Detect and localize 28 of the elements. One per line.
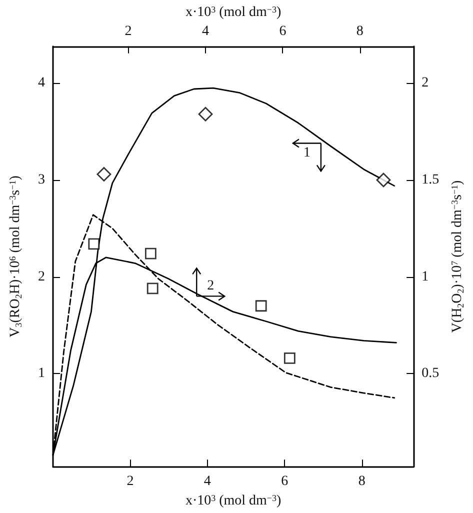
x-tick-label: 6 (281, 474, 288, 490)
text: V(H2O2)·107 (mol dm−3s−1) (450, 180, 466, 333)
y2-tick-label: 2 (422, 76, 429, 91)
x-tick-label: 8 (358, 474, 366, 490)
point (198, 106, 213, 122)
point (255, 300, 267, 312)
point (144, 248, 156, 260)
text: V3(RO2H)·106 (mol dm−3s−1) (8, 176, 24, 338)
point (146, 282, 158, 294)
y2-tick-label: 0.5 (422, 366, 440, 382)
point (88, 238, 100, 250)
point (376, 172, 391, 188)
x2-tick-label: 8 (356, 24, 364, 39)
y-tick-label: 2 (38, 269, 45, 284)
x2-tick-label: 2 (124, 24, 132, 39)
point (284, 352, 296, 364)
x2-tick-label: 6 (279, 24, 286, 39)
y2-tick-label: 1 (422, 269, 429, 284)
annotation: 1 (303, 146, 310, 161)
x-tick-label: 2 (126, 474, 134, 490)
x2-tick-label: 4 (202, 24, 209, 39)
y-tick-label: 4 (38, 76, 45, 91)
y-tick-label: 1 (38, 366, 45, 382)
annotation: 2 (207, 278, 214, 294)
y2-tick-label: 1.5 (422, 172, 440, 188)
y-tick-label: 3 (38, 172, 45, 188)
x-tick-label: 4 (204, 474, 211, 490)
point (96, 167, 112, 182)
